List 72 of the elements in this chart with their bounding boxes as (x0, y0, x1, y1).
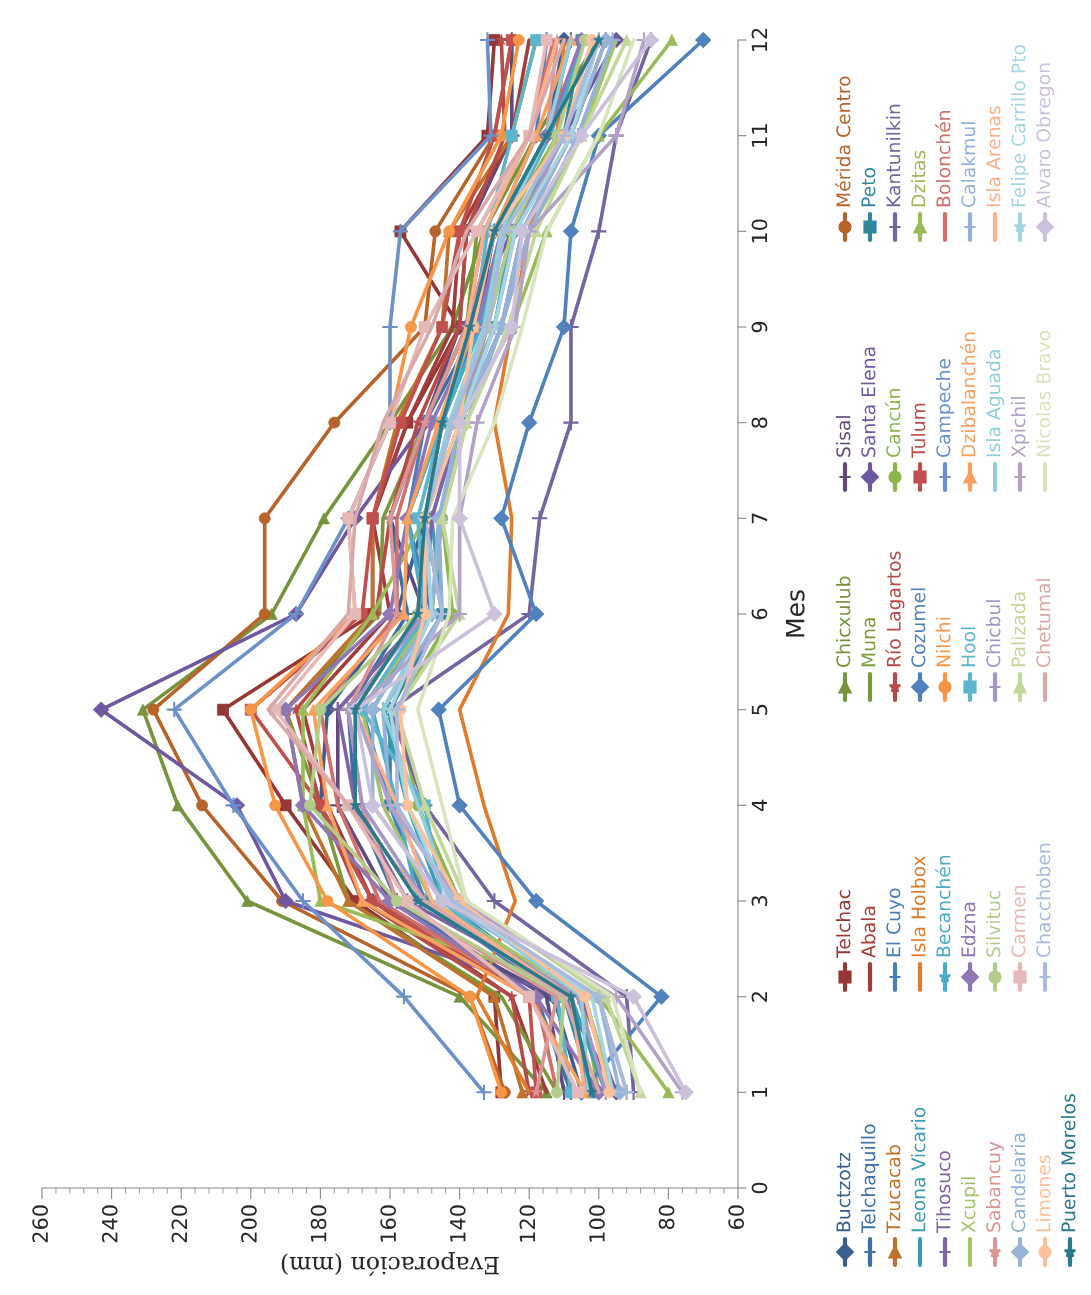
text: Becanchén (935, 855, 951, 957)
text: Dzitas (910, 150, 926, 207)
x-tick-label: 200 (241, 1205, 257, 1243)
text: Kantunilkin (885, 104, 901, 207)
text: Xcupil (960, 1177, 980, 1233)
text: Tihosuco (935, 1151, 951, 1234)
x-tick-label: 120 (519, 1205, 536, 1242)
text: Telchaquillo (860, 1124, 880, 1234)
text: Río Lagartos (885, 551, 905, 667)
y-tick-label: 8 (751, 417, 768, 428)
text: Tzucacab (885, 1145, 901, 1234)
text: Bolonchén (935, 111, 951, 207)
text: Alvaro Obregon (1035, 63, 1055, 208)
x-tick-label: 180 (310, 1205, 327, 1242)
y-tick-label: 10 (751, 219, 768, 243)
x-tick-label: 60 (728, 1205, 745, 1230)
y-axis-title: Mes (786, 590, 805, 637)
text: Xpichil (1010, 397, 1030, 458)
text: Chetumal (1035, 579, 1051, 667)
text: Limones (1035, 1155, 1051, 1232)
text: Mérida Centro (835, 76, 851, 207)
y-tick-label: 9 (751, 321, 768, 333)
x-tick-label: 240 (101, 1205, 118, 1243)
text: Sabancuy (985, 1141, 1005, 1232)
text: Isla Arenas (985, 106, 1001, 207)
text: Telchac (835, 890, 851, 959)
x-tick-label: 260 (32, 1205, 49, 1243)
text: El Cuyo (885, 888, 905, 957)
text: Campeche (935, 358, 955, 457)
x-tick-label: 100 (589, 1205, 605, 1242)
text: Felipe Carrillo Pto (1010, 45, 1030, 207)
text: Carmen (1011, 885, 1026, 957)
text: Leona Vicario (910, 1107, 926, 1232)
x-axis-title: Evaporación (mm) (281, 1252, 499, 1276)
text: Nicolas Bravo (1035, 330, 1051, 457)
text: Muna (861, 618, 876, 667)
text: Abala (860, 906, 876, 958)
text: Tulum (910, 403, 926, 459)
y-tick-label: 6 (751, 608, 768, 620)
y-tick-label: 4 (751, 799, 768, 811)
y-tick-label: 5 (751, 704, 768, 715)
x-tick-label: 80 (658, 1205, 675, 1230)
y-tick-label: 12 (751, 28, 768, 51)
text: Palizada (1010, 592, 1026, 667)
text: Santa Elena (860, 347, 876, 457)
text: Nilchi (935, 617, 951, 667)
x-tick-label: 140 (449, 1205, 466, 1242)
text: Cozumel (910, 588, 926, 667)
text: Chacchoben (1035, 843, 1051, 957)
x-tick-label: 220 (171, 1205, 188, 1243)
text: Isla Aguada (985, 350, 1005, 457)
y-tick-label: 1 (751, 1087, 768, 1097)
text: Sisal (835, 416, 851, 457)
text: Chicxulub (835, 576, 851, 667)
text: Buctzotz (836, 1152, 851, 1232)
text: Chicbul (985, 600, 1001, 667)
y-tick-label: 2 (751, 992, 768, 1002)
text: Edzna (960, 902, 976, 957)
x-tick-label: 160 (380, 1205, 397, 1242)
text: Calakmul (960, 122, 976, 207)
text: Cancún (885, 389, 901, 457)
text: Isla Holbox (910, 855, 926, 957)
y-tick-label: 0 (751, 1182, 768, 1194)
y-tick-label: 7 (751, 513, 768, 524)
text: Hool (960, 627, 976, 667)
text: Peto (861, 168, 876, 207)
y-tick-label: 11 (751, 124, 768, 147)
text: Puerto Morelos (1060, 1094, 1076, 1232)
text: Candelaria (1010, 1133, 1026, 1232)
y-tick-label: 3 (751, 896, 768, 907)
text: Silvituc (985, 890, 1001, 957)
text: Dzibalanchén (960, 332, 976, 457)
